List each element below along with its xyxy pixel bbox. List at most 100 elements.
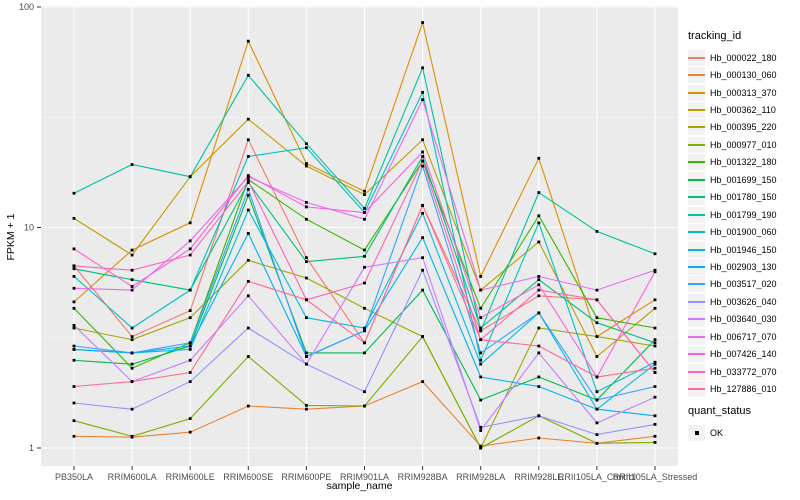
data-point xyxy=(305,256,308,260)
data-point xyxy=(363,211,366,214)
data-point xyxy=(72,419,76,423)
legend-entry-Hb_001322_180: Hb_001322_180 xyxy=(688,154,798,171)
legend-entry-label: Hb_033772_070 xyxy=(710,366,777,377)
legend-entry-label: Hb_000395_220 xyxy=(710,122,777,133)
data-point xyxy=(188,430,192,434)
data-point xyxy=(653,366,657,370)
data-point xyxy=(479,338,483,342)
data-point xyxy=(305,205,308,209)
legend-color-line xyxy=(688,56,705,59)
data-point xyxy=(653,371,657,374)
data-point xyxy=(305,355,308,358)
legend-entry-label: Hb_002903_130 xyxy=(710,261,777,272)
data-point xyxy=(130,268,134,272)
data-point xyxy=(537,191,541,194)
data-point xyxy=(305,146,308,150)
data-point xyxy=(363,254,366,258)
x-tick-label: PB350LA xyxy=(55,472,93,482)
data-point xyxy=(305,351,308,355)
data-point xyxy=(246,73,250,77)
legend-color-line xyxy=(688,318,705,321)
data-point xyxy=(653,441,657,444)
data-point xyxy=(595,421,599,425)
data-point xyxy=(246,326,250,330)
legend-color-line xyxy=(688,300,705,303)
data-point xyxy=(130,362,134,366)
data-point xyxy=(421,66,424,70)
data-point xyxy=(305,200,308,204)
data-point xyxy=(537,375,541,379)
data-point xyxy=(653,252,657,256)
data-point xyxy=(595,390,599,394)
data-point xyxy=(479,362,483,366)
legend-entry-label: Hb_001780_150 xyxy=(710,192,777,203)
data-point xyxy=(305,164,308,168)
data-point xyxy=(130,407,134,411)
data-point xyxy=(537,283,541,287)
data-point xyxy=(653,360,657,364)
y-tick-label: 10 xyxy=(24,223,34,233)
data-point xyxy=(653,434,657,438)
legend-entry-Hb_001699_150: Hb_001699_150 xyxy=(688,171,798,188)
legend-tracking-id: tracking_id Hb_000022_180 Hb_000130_060 Hb… xyxy=(688,30,798,398)
data-point xyxy=(72,286,76,290)
data-point xyxy=(130,335,134,339)
data-point xyxy=(188,358,192,362)
data-point xyxy=(537,436,541,440)
legend-entry-label: Hb_000022_180 xyxy=(710,52,777,63)
legend-key-swatch xyxy=(688,102,705,119)
data-point xyxy=(246,138,250,142)
legend-color-line xyxy=(688,178,705,181)
data-point xyxy=(72,434,76,438)
data-point xyxy=(595,321,599,325)
legend-key-swatch xyxy=(688,346,705,363)
data-point xyxy=(595,288,599,292)
legend-entry-Hb_000313_370: Hb_000313_370 xyxy=(688,84,798,101)
legend-entry-Hb_000130_060: Hb_000130_060 xyxy=(688,66,798,84)
legend-key-swatch xyxy=(688,224,705,241)
legend-color-line xyxy=(688,109,705,112)
data-point xyxy=(421,288,424,292)
data-point xyxy=(188,253,192,257)
legend-color-line xyxy=(688,126,705,129)
data-point xyxy=(363,390,366,394)
data-point xyxy=(421,159,424,163)
x-tick-label: RRIM600SE xyxy=(223,472,273,482)
legend-quant-status: quant_status OK xyxy=(688,405,798,441)
data-point xyxy=(72,247,76,251)
data-point xyxy=(305,404,308,407)
legend-key-swatch xyxy=(688,276,705,293)
data-point xyxy=(72,323,76,327)
data-point xyxy=(246,279,250,283)
legend-entry-Hb_003626_040: Hb_003626_040 xyxy=(688,293,798,310)
data-point xyxy=(421,138,424,142)
data-point xyxy=(246,258,250,262)
legend-color-line xyxy=(688,370,705,373)
data-point xyxy=(421,203,424,207)
data-point xyxy=(479,444,483,448)
legend-entry-label: Hb_000362_110 xyxy=(710,105,776,116)
legend-entry-label: Hb_127886_010 xyxy=(710,384,777,395)
data-point xyxy=(130,253,134,257)
data-point xyxy=(130,326,134,330)
data-point xyxy=(305,162,308,165)
legend-entry-Hb_000022_180: Hb_000022_180 xyxy=(688,49,798,66)
data-point xyxy=(130,285,134,288)
data-point xyxy=(479,398,483,402)
legend-color-line xyxy=(688,74,705,77)
y-axis-title: FPKM + 1 xyxy=(5,213,17,260)
data-point xyxy=(653,385,657,388)
legend-key-swatch xyxy=(688,119,705,136)
data-point xyxy=(246,404,250,408)
data-point xyxy=(188,348,192,351)
data-point xyxy=(188,316,192,320)
legend-color-line xyxy=(688,213,705,216)
legend-color-line xyxy=(688,265,705,268)
data-point xyxy=(479,306,483,310)
legend-key-swatch xyxy=(688,49,705,66)
legend-entry-label: Hb_001699_150 xyxy=(710,174,777,185)
data-point xyxy=(72,344,76,348)
legend-entry-label: Hb_006717_070 xyxy=(710,331,777,342)
data-point xyxy=(246,232,250,235)
data-point xyxy=(421,268,424,272)
